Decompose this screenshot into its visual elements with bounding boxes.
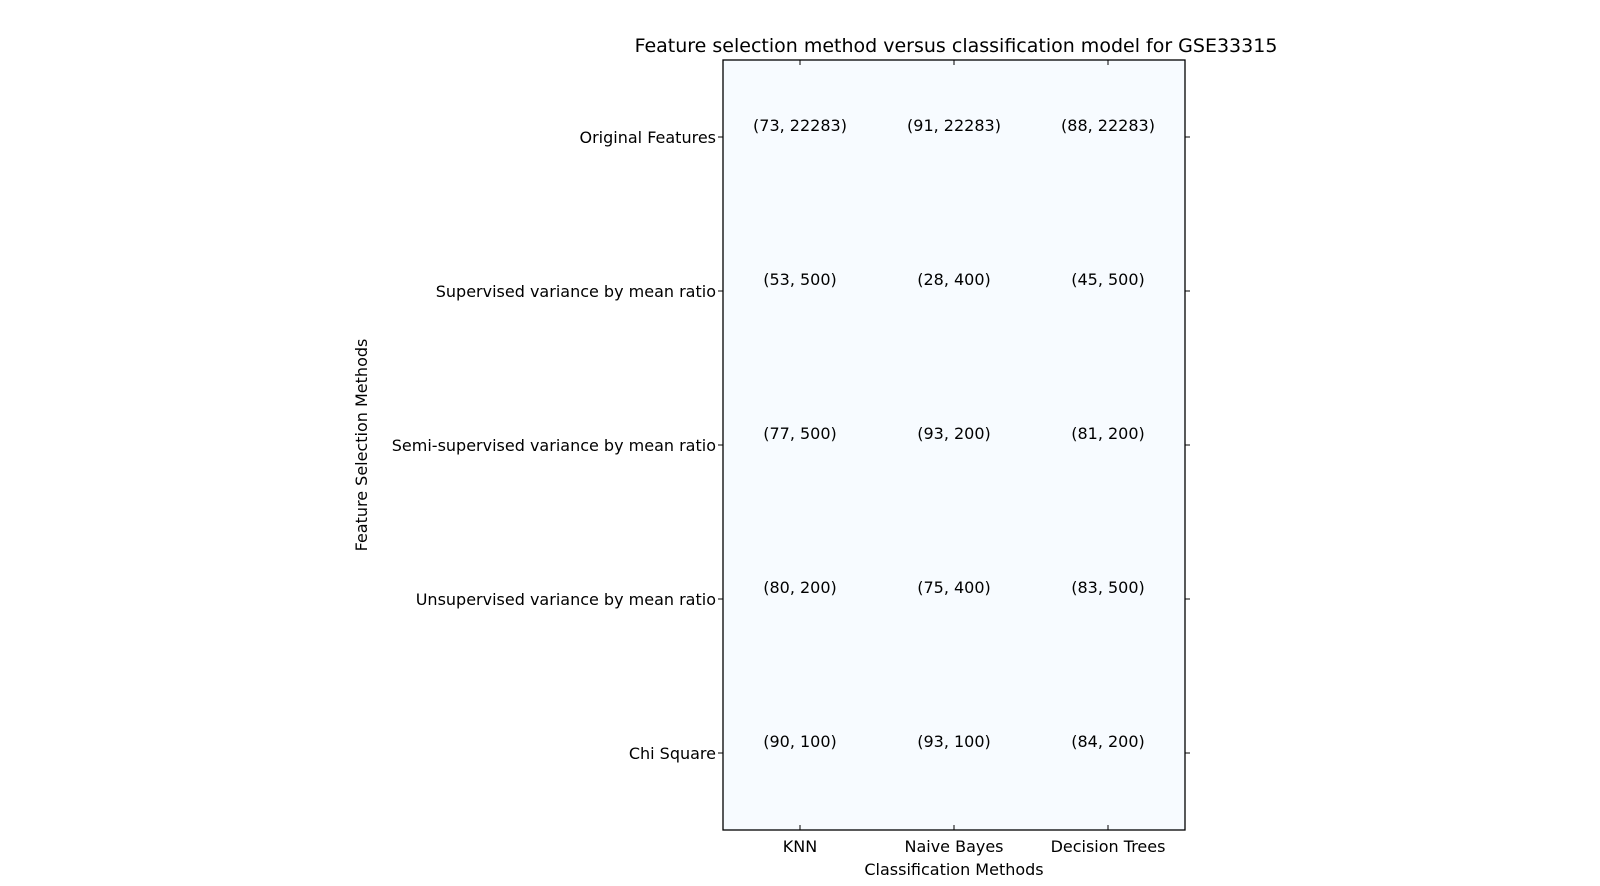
cell-label: (90, 100)	[763, 732, 837, 751]
cell-label: (73, 22283)	[753, 116, 847, 135]
cell-labels: (73, 22283) (91, 22283) (88, 22283) (53, 50…	[753, 116, 1155, 751]
heatmap-cells	[723, 60, 1186, 831]
x-tick-label: Decision Trees	[1051, 837, 1166, 856]
x-tick-label: Naive Bayes	[904, 837, 1003, 856]
y-tick-label: Supervised variance by mean ratio	[436, 282, 716, 301]
heatmap-cell	[1031, 214, 1186, 369]
x-axis-label: Classification Methods	[864, 860, 1043, 879]
heatmap-cell	[877, 676, 1032, 831]
heatmap-cell	[723, 60, 878, 215]
heatmap-cell	[1031, 368, 1186, 523]
cell-label: (80, 200)	[763, 578, 837, 597]
heatmap-cell	[723, 676, 878, 831]
cell-label: (83, 500)	[1071, 578, 1145, 597]
y-tick-label: Semi-supervised variance by mean ratio	[392, 436, 716, 455]
x-tick-labels: KNN Naive Bayes Decision Trees	[783, 837, 1166, 856]
cell-label: (84, 200)	[1071, 732, 1145, 751]
cell-label: (88, 22283)	[1061, 116, 1155, 135]
heatmap-cell	[1031, 522, 1186, 677]
heatmap-cell	[877, 214, 1032, 369]
cell-label: (75, 400)	[917, 578, 991, 597]
cell-label: (91, 22283)	[907, 116, 1001, 135]
y-axis-label: Feature Selection Methods	[352, 339, 371, 552]
y-tick-label: Unsupervised variance by mean ratio	[416, 590, 716, 609]
y-tick-label: Chi Square	[629, 744, 716, 763]
heatmap-cell	[723, 214, 878, 369]
heatmap-cell	[1031, 676, 1186, 831]
cell-label: (53, 500)	[763, 270, 837, 289]
y-tick-labels: Original Features Supervised variance by …	[392, 128, 716, 763]
cell-label: (93, 100)	[917, 732, 991, 751]
heatmap-cell	[877, 522, 1032, 677]
chart-title: Feature selection method versus classifi…	[635, 35, 1278, 57]
cell-label: (45, 500)	[1071, 270, 1145, 289]
plot-frame	[722, 59, 1186, 831]
heatmap-cell	[877, 368, 1032, 523]
axis-ticks	[718, 60, 1190, 830]
heatmap-cell	[1031, 60, 1186, 215]
x-tick-label: KNN	[783, 837, 817, 856]
heatmap-cell	[723, 522, 878, 677]
cell-label: (81, 200)	[1071, 424, 1145, 443]
y-tick-label: Original Features	[580, 128, 717, 147]
cell-label: (93, 200)	[917, 424, 991, 443]
cell-label: (77, 500)	[763, 424, 837, 443]
heatmap-cell	[723, 368, 878, 523]
heatmap-cell	[877, 60, 1032, 215]
cell-label: (28, 400)	[917, 270, 991, 289]
